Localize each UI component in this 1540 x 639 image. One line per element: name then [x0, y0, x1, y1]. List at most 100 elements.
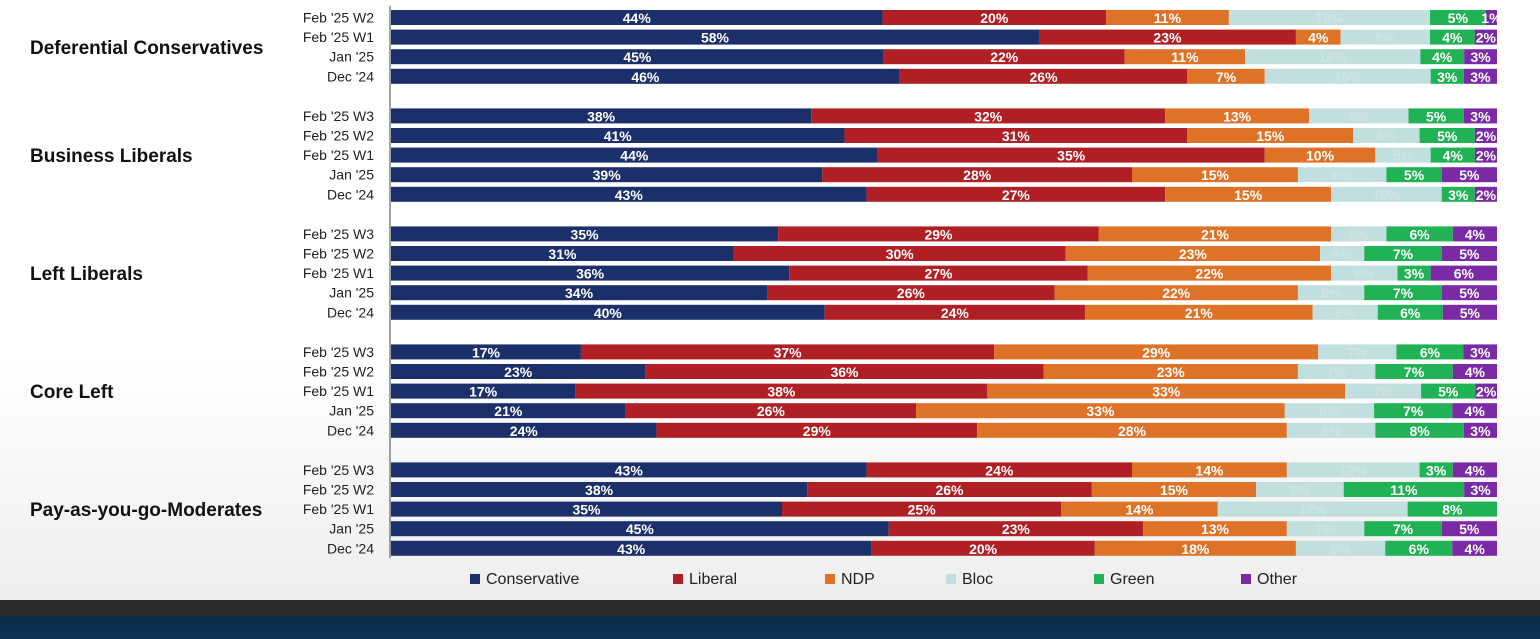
data-label: 7% — [1393, 246, 1414, 262]
data-label: 24% — [985, 462, 1014, 478]
bar-segment-ndp — [1091, 482, 1257, 497]
bar-segment-bloc — [1286, 462, 1420, 478]
data-label: 7% — [1216, 69, 1237, 85]
bar-segment-other — [1474, 186, 1497, 202]
data-label: 3% — [1470, 344, 1491, 360]
bar-segment-ndp — [994, 344, 1319, 360]
bar-segment-other — [1452, 403, 1497, 419]
data-label: 5% — [1459, 285, 1480, 301]
data-label: 2% — [1476, 128, 1497, 144]
row-label: Jan '25 — [329, 49, 374, 65]
row-label: Jan '25 — [329, 285, 374, 301]
data-label: 33% — [1086, 403, 1115, 419]
data-label: 23% — [504, 364, 533, 380]
data-label: 5% — [1459, 246, 1480, 262]
segment-group-label: Deferential Conservatives — [30, 38, 263, 59]
data-label: 4% — [1465, 462, 1486, 478]
bar-segment-conservative — [391, 344, 581, 360]
data-label: 27% — [1002, 187, 1031, 203]
bar-segment-other — [1452, 540, 1497, 556]
data-label: 3% — [1470, 482, 1491, 498]
data-label: 3% — [1437, 69, 1458, 85]
data-label: 3% — [1470, 108, 1491, 124]
bar-segment-ndp — [1165, 108, 1309, 124]
data-label: 16% — [1319, 49, 1348, 65]
bar-segment-liberal — [882, 10, 1106, 25]
bar-segment-green — [1386, 167, 1442, 183]
bar-segment-other — [1474, 29, 1497, 45]
data-label: 11% — [1171, 49, 1199, 65]
bar-segment-liberal — [625, 403, 917, 419]
bar-segment-ndp — [1295, 29, 1341, 45]
data-label: 3% — [1470, 423, 1491, 439]
row-label: Jan '25 — [329, 167, 374, 183]
row-label: Feb '25 W3 — [303, 108, 374, 124]
bar-segment-conservative — [391, 364, 646, 379]
bar-segment-bloc — [1331, 226, 1387, 242]
data-label: 24% — [941, 305, 970, 321]
data-label: 13% — [1201, 521, 1230, 537]
bar-segment-bloc — [1264, 68, 1431, 84]
data-label: 8% — [1442, 502, 1463, 518]
data-label: 4% — [1443, 148, 1464, 164]
data-label: 18% — [1315, 10, 1344, 26]
data-label: 2% — [1476, 30, 1497, 46]
data-label: 45% — [623, 49, 652, 65]
row-label: Feb '25 W1 — [303, 265, 374, 281]
data-label: 27% — [924, 266, 953, 282]
data-label: 45% — [626, 521, 655, 537]
data-label: 6% — [1454, 266, 1475, 282]
data-label: 7% — [1393, 285, 1414, 301]
data-label: 44% — [623, 10, 652, 26]
data-label: 29% — [803, 423, 832, 439]
bar-segment-other — [1442, 304, 1497, 320]
bar-segment-other — [1464, 49, 1497, 65]
bar-segment-liberal — [733, 246, 1066, 261]
bar-segment-ndp — [1084, 304, 1313, 320]
bar-segment-other — [1441, 521, 1497, 537]
bar-segment-conservative — [391, 265, 790, 281]
row-label: Feb '25 W1 — [303, 501, 374, 517]
bar-segment-green — [1429, 10, 1486, 25]
bar-segment-green — [1343, 482, 1465, 497]
stacked-bar-chart: Feb '25 W2 44% 20% 11% 18% 5% 1% Feb '25 W1 58% 2… — [30, 6, 1497, 588]
bar-segment-liberal — [811, 108, 1166, 124]
bar-segment-ndp — [1132, 167, 1298, 183]
data-label: 28% — [963, 167, 992, 183]
segment-group-label: Left Liberals — [30, 264, 143, 285]
bar-segment-green — [1377, 304, 1443, 320]
bar-segment-other — [1430, 265, 1497, 281]
bar-segment-green — [1397, 265, 1431, 281]
data-label: 8% — [1290, 482, 1311, 498]
bar-segment-ndp — [916, 403, 1285, 419]
bar-segment-bloc — [1340, 29, 1430, 45]
data-label: 6% — [1376, 128, 1397, 144]
bar-segment-other — [1452, 462, 1497, 478]
data-label: 7% — [1347, 344, 1368, 360]
data-label: 6% — [1335, 305, 1356, 321]
bar-segment-other — [1463, 68, 1497, 84]
bar-segment-liberal — [899, 68, 1188, 84]
bar-segment-liberal — [866, 186, 1166, 202]
data-label: 23% — [1179, 246, 1208, 262]
bar-segment-other — [1452, 226, 1497, 242]
data-label: 35% — [571, 226, 600, 242]
data-label: 17% — [472, 344, 501, 360]
legend-swatch — [1241, 574, 1251, 584]
data-label: 15% — [1234, 187, 1263, 203]
legend-swatch — [946, 574, 956, 584]
bar-segment-bloc — [1375, 147, 1431, 163]
data-label: 18% — [1181, 541, 1210, 557]
data-label: 6% — [1409, 226, 1430, 242]
bar-segment-conservative — [391, 128, 845, 143]
bar-segment-liberal — [1038, 29, 1296, 45]
bar-segment-bloc — [1312, 304, 1378, 320]
bar-segment-green — [1430, 68, 1464, 84]
data-label: 9% — [1349, 108, 1370, 124]
data-label: 7% — [1373, 384, 1394, 400]
row-label: Jan '25 — [329, 403, 374, 419]
bar-segment-liberal — [822, 167, 1133, 183]
legend-label: Liberal — [689, 571, 737, 588]
data-label: 40% — [594, 305, 623, 321]
bar-segment-conservative — [391, 501, 783, 517]
